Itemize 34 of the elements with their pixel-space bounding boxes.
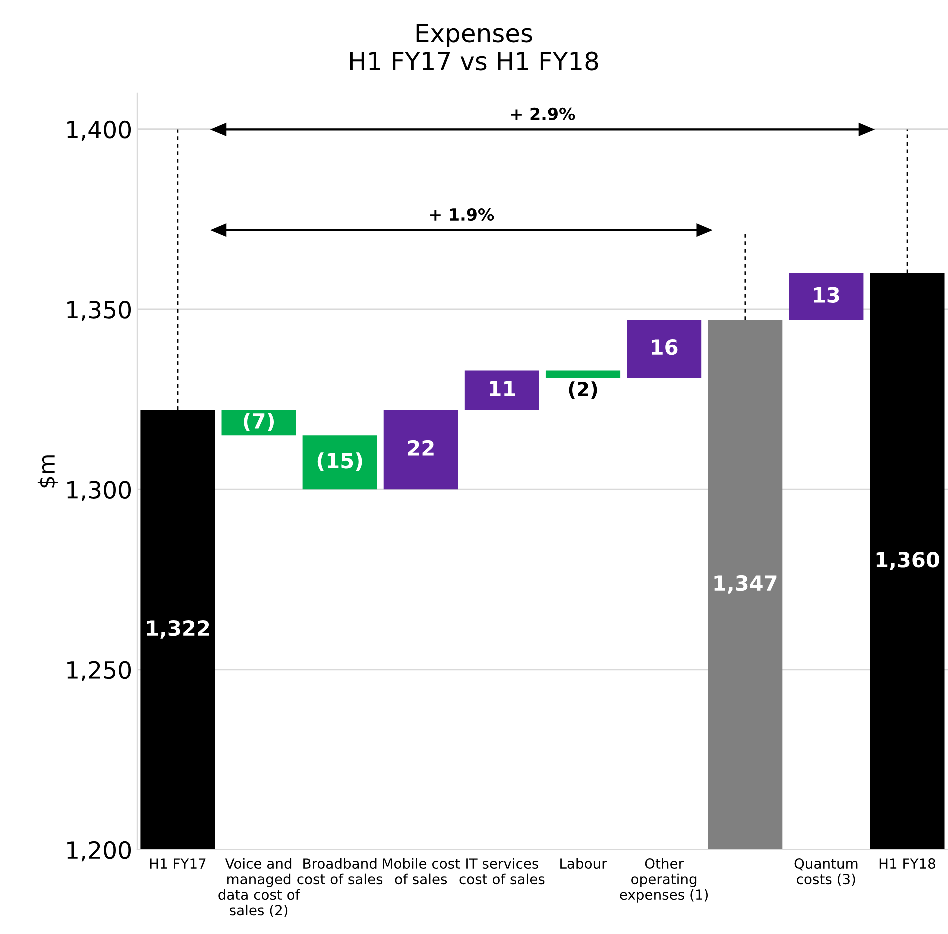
bar <box>384 410 458 490</box>
x-tick-label: Quantum costs (3) <box>794 858 858 886</box>
y-tick-label: 1,300 <box>68 481 132 502</box>
x-tick-label: IT services cost of sales <box>460 858 545 885</box>
data-label: 1,347 <box>714 575 777 594</box>
data-label: 1,322 <box>147 620 210 639</box>
annotation: + 1.9% <box>430 208 494 222</box>
x-tick-label: H1 FY17 <box>150 858 206 869</box>
data-label: (2) <box>569 382 598 399</box>
bar <box>302 436 378 490</box>
bar <box>546 370 621 378</box>
y-tick-label: 1,400 <box>68 120 132 142</box>
data-label: 1,360 <box>876 552 940 570</box>
data-label: (7) <box>244 412 274 432</box>
y-tick-label: 1,250 <box>68 661 132 682</box>
x-tick-label: Labour <box>560 858 608 870</box>
x-tick-label: Mobile cost of sales <box>383 858 460 885</box>
data-label: 16 <box>652 339 678 356</box>
x-tick-label: H1 FY18 <box>880 858 936 870</box>
data-label: 11 <box>490 381 516 396</box>
bar <box>464 370 540 410</box>
bar <box>627 320 702 378</box>
y-tick-label: 1,350 <box>68 301 132 322</box>
x-tick-label: Other operating expenses (1) <box>620 858 708 903</box>
bar <box>789 274 864 320</box>
data-label: 13 <box>814 287 840 303</box>
y-axis-title: $m <box>38 456 58 488</box>
data-label: 22 <box>408 440 434 456</box>
y-tick-label: 1,200 <box>68 841 132 862</box>
chart-title: Expenses <box>416 24 532 48</box>
chart-subtitle: H1 FY17 vs H1 FY18 <box>350 52 598 71</box>
data-label: (15) <box>318 452 362 472</box>
annotation: + 2.9% <box>512 108 576 120</box>
bar <box>708 320 783 850</box>
